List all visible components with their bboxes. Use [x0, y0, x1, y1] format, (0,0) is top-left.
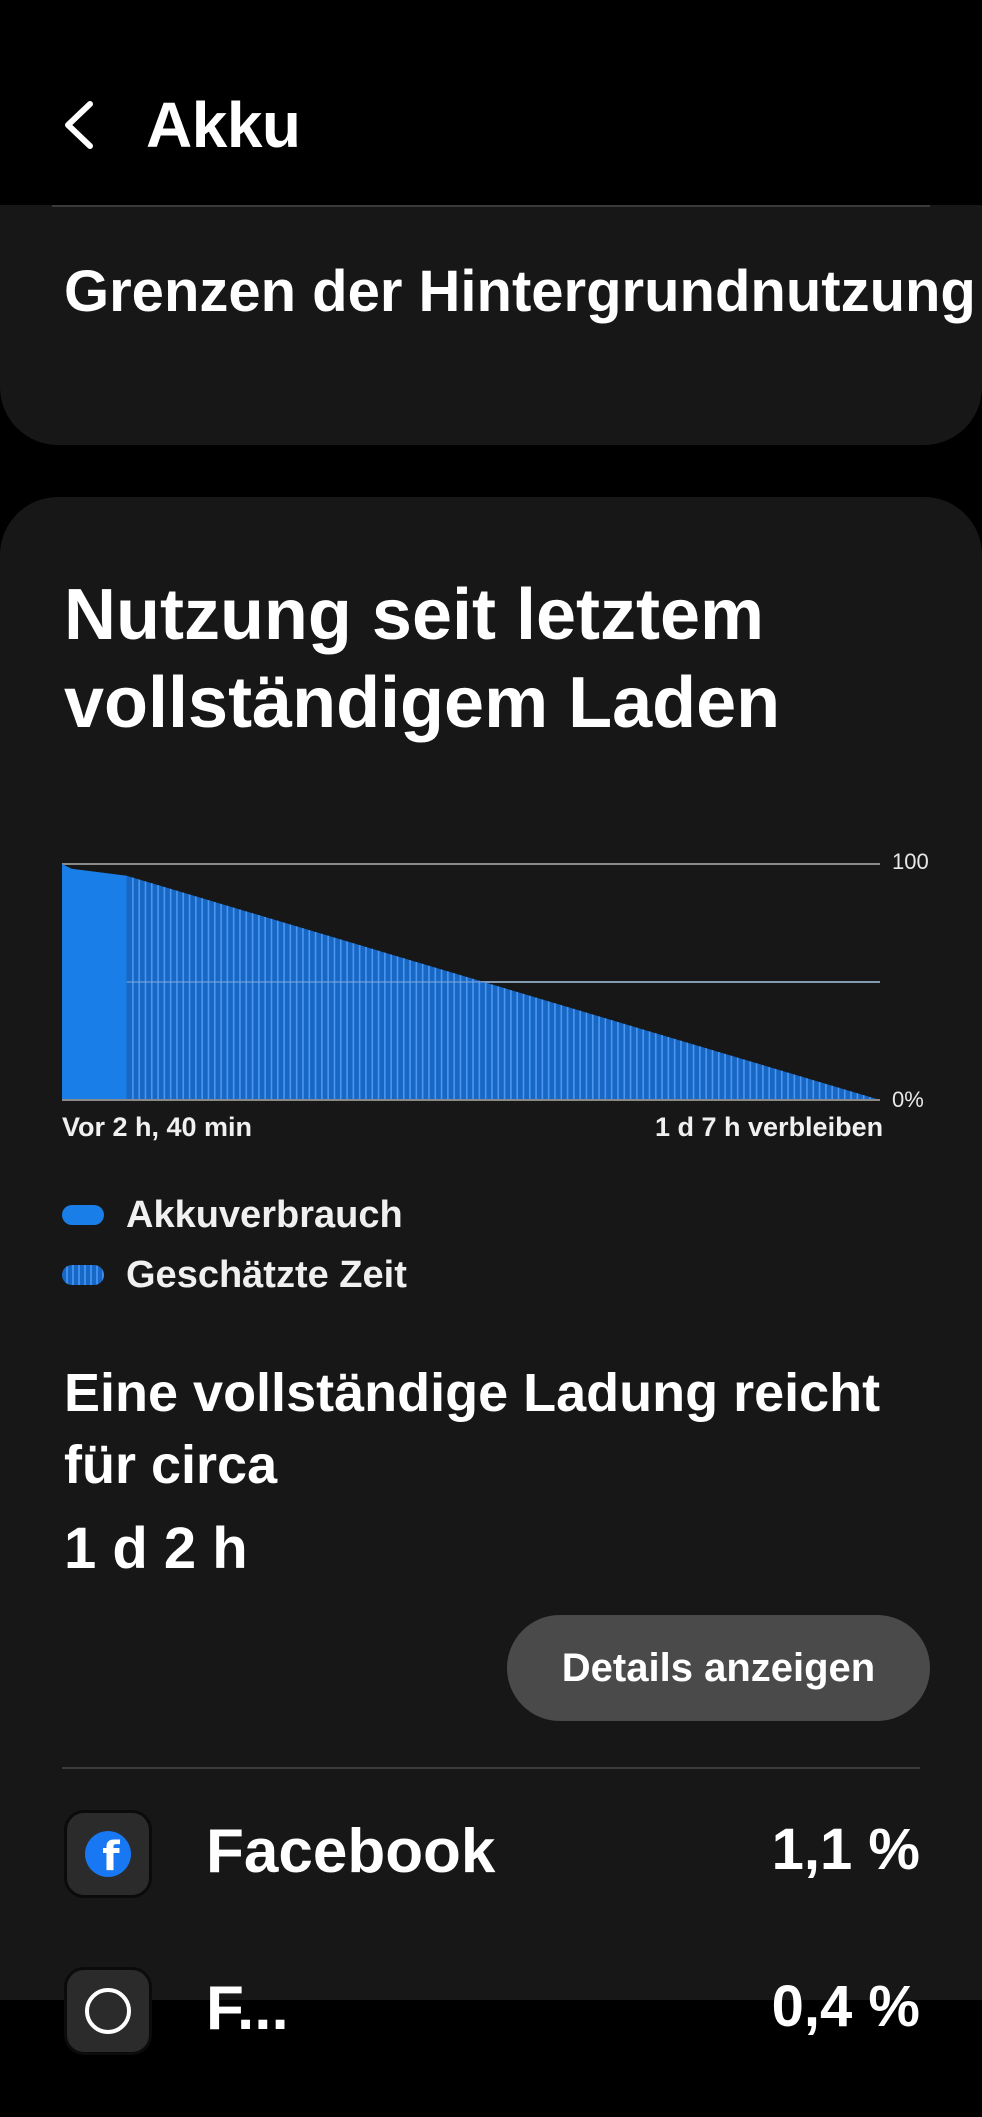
page-title: Akku — [146, 89, 301, 161]
battery-usage-chart — [62, 863, 881, 1101]
usage-title: Nutzung seit letztem vollständigem Laden — [64, 575, 781, 743]
y-tick-bottom: 0% — [892, 1087, 924, 1112]
legend-estimated: Geschätzte Zeit — [62, 1253, 407, 1296]
app-percent: 1,1 % — [771, 1817, 920, 1882]
app-header: Akku — [0, 0, 982, 205]
messenger-icon — [64, 1967, 152, 2055]
legend-used-swatch — [62, 1205, 104, 1225]
details-button[interactable]: Details anzeigen — [507, 1615, 930, 1721]
legend-estimated-label: Geschätzte Zeit — [126, 1253, 407, 1296]
app-row-facebook[interactable]: f Facebook 1,1 % — [0, 1810, 982, 1960]
list-divider — [62, 1767, 920, 1769]
app-name: Facebook — [206, 1817, 496, 1886]
x-label-end: 1 d 7 h verbleiben — [655, 1112, 884, 1142]
divider — [52, 205, 930, 207]
usage-card: Nutzung seit letztem vollständigem Laden… — [0, 497, 982, 2055]
legend-used: Akkuverbrauch — [62, 1193, 403, 1236]
y-tick-top: 100 — [892, 849, 929, 874]
background-limits-label[interactable]: Grenzen der Hintergrundnutzung — [64, 259, 976, 324]
app-name: F... — [206, 1974, 289, 2043]
legend-estimated-swatch — [62, 1265, 104, 1285]
used-area — [62, 864, 127, 1100]
back-arrow-icon[interactable] — [62, 100, 98, 150]
facebook-icon: f — [64, 1810, 152, 1898]
x-label-start: Vor 2 h, 40 min — [62, 1112, 253, 1142]
legend-used-label: Akkuverbrauch — [126, 1193, 403, 1236]
app-row-second[interactable]: F... 0,4 % — [0, 1967, 982, 2117]
full-charge-duration: 1 d 2 h — [64, 1516, 248, 1581]
app-percent: 0,4 % — [771, 1974, 920, 2039]
full-charge-label: Eine vollständige Ladung reicht für circ… — [64, 1363, 881, 1495]
background-limits-card[interactable]: Grenzen der Hintergrundnutzung — [0, 205, 982, 445]
